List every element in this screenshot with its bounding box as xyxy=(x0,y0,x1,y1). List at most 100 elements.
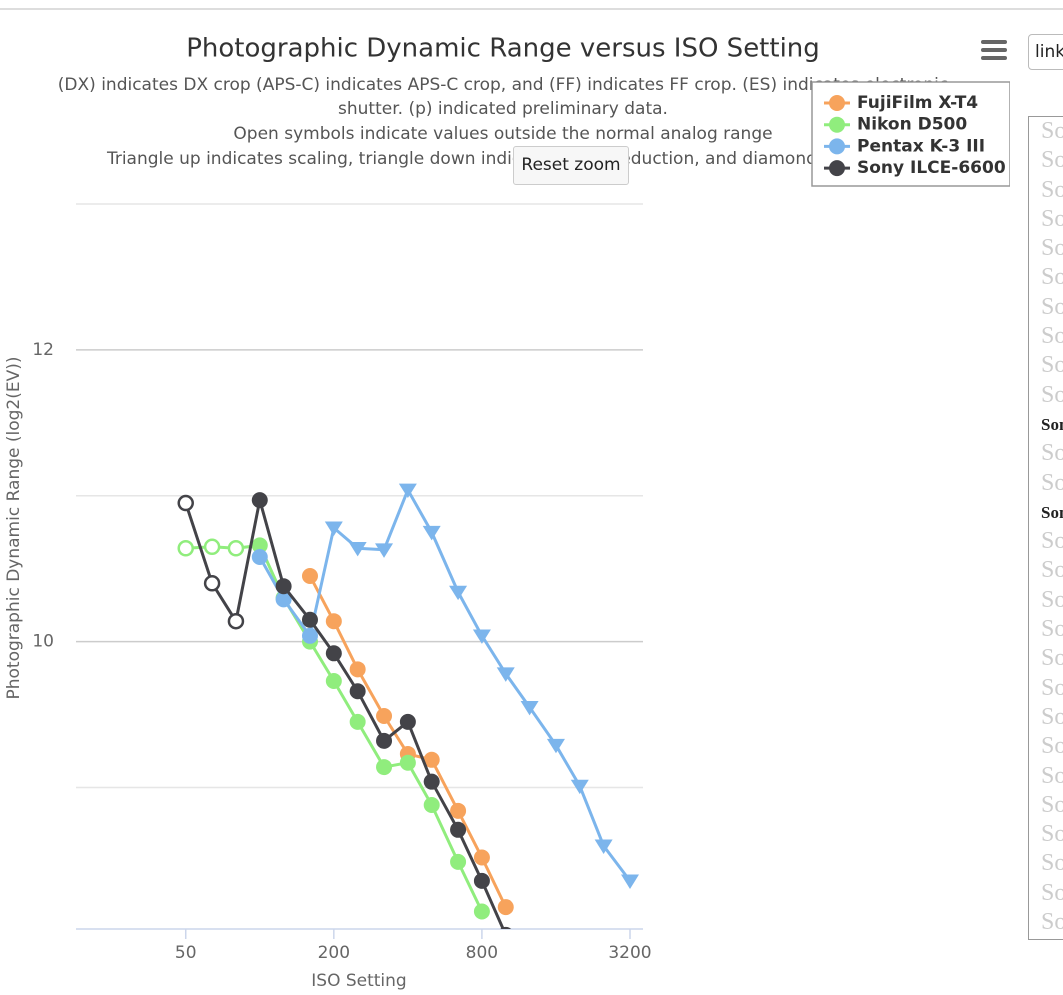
y-tick-label: 12 xyxy=(32,340,54,360)
data-point xyxy=(275,591,292,608)
data-point xyxy=(399,713,416,730)
series-line xyxy=(258,486,632,882)
data-point xyxy=(324,521,343,536)
list-item[interactable]: Sony xyxy=(1041,557,1063,584)
data-point xyxy=(375,543,394,558)
data-point xyxy=(473,872,490,889)
data-point xyxy=(251,492,268,509)
data-point xyxy=(594,839,613,854)
data-point xyxy=(497,899,514,916)
data-point xyxy=(227,612,245,630)
list-item[interactable]: Sony xyxy=(1041,791,1063,818)
list-item[interactable]: Sony xyxy=(1041,703,1063,730)
data-point xyxy=(301,567,318,584)
data-point xyxy=(473,903,490,920)
list-item[interactable]: Sony xyxy=(1041,293,1063,320)
y-axis-title: Photographic Dynamic Range (log2(EV)) xyxy=(4,356,24,699)
data-point xyxy=(450,821,467,838)
data-point xyxy=(349,683,366,700)
list-item[interactable]: Sony xyxy=(1029,937,1063,939)
data-point xyxy=(203,575,221,592)
data-point xyxy=(423,751,440,768)
chart: Photographic Dynamic Range versus ISO Se… xyxy=(4,34,1010,991)
list-item[interactable]: Sony xyxy=(1041,414,1063,434)
data-point xyxy=(325,673,342,690)
list-item[interactable]: Sony xyxy=(1041,205,1063,232)
data-point xyxy=(301,611,318,628)
legend-box xyxy=(811,81,1010,187)
legend-label: Pentax K-3 III xyxy=(857,136,985,156)
x-tick-label: 3200 xyxy=(608,943,651,963)
data-point xyxy=(376,708,393,725)
list-item[interactable]: Sony xyxy=(1041,352,1063,379)
chart-title: Photographic Dynamic Range versus ISO Se… xyxy=(186,34,820,64)
list-item[interactable]: Sony xyxy=(1041,235,1063,262)
list-item[interactable]: Sony xyxy=(1041,469,1063,496)
data-point xyxy=(251,549,268,566)
top-border xyxy=(0,8,1063,10)
list-item[interactable]: Sony xyxy=(1041,850,1063,877)
data-point xyxy=(450,853,467,870)
list-item[interactable]: Sony xyxy=(1041,645,1063,672)
data-point xyxy=(251,537,268,554)
list-item[interactable]: Sony xyxy=(1041,440,1063,467)
data-point xyxy=(348,541,367,557)
data-point xyxy=(473,849,490,866)
list-item[interactable]: Sony xyxy=(1041,147,1063,174)
data-point xyxy=(423,773,440,790)
reset-zoom-button[interactable]: Reset zoom xyxy=(513,146,629,185)
list-item[interactable]: Sony xyxy=(1041,502,1063,522)
legend-marker xyxy=(829,138,845,155)
x-tick-label: 800 xyxy=(466,943,498,963)
chart-subtitle: (DX) indicates DX crop (APS-C) indicates… xyxy=(58,75,948,95)
list-item[interactable]: Sony xyxy=(1041,118,1063,144)
list-item[interactable]: Sony xyxy=(1041,821,1063,848)
list-item[interactable]: Sony xyxy=(1041,674,1063,701)
list-item[interactable]: Sony xyxy=(1041,909,1063,936)
chart-subtitle: Open symbols indicate values outside the… xyxy=(233,124,772,144)
plot-area xyxy=(177,483,640,929)
list-item[interactable]: Sony xyxy=(1041,733,1063,760)
data-point xyxy=(570,779,589,795)
legend-label: Nikon D500 xyxy=(857,115,967,135)
x-axis-title: ISO Setting xyxy=(311,971,406,991)
list-item[interactable]: Sony xyxy=(1041,264,1063,291)
grid: 10 12 50 200 800 3200 xyxy=(32,203,652,963)
data-point xyxy=(398,483,417,499)
data-point xyxy=(496,667,515,682)
data-point xyxy=(275,578,292,595)
legend-label: FujiFilm X-T4 xyxy=(857,93,978,113)
y-tick-label: 10 xyxy=(32,632,54,652)
data-point xyxy=(472,629,491,644)
legend-label: Sony ILCE-6600 xyxy=(857,158,1006,178)
data-point xyxy=(449,585,468,601)
list-item[interactable]: Sony xyxy=(1041,616,1063,643)
data-point xyxy=(301,627,318,644)
data-point xyxy=(177,494,194,512)
list-item[interactable]: Sony xyxy=(1041,879,1063,906)
data-point xyxy=(546,738,565,754)
legend-marker xyxy=(829,160,845,177)
series-line xyxy=(185,543,484,913)
data-point xyxy=(500,926,512,929)
data-point xyxy=(325,645,342,662)
data-point xyxy=(376,759,393,776)
x-tick-label: 50 xyxy=(175,943,197,963)
list-item[interactable]: Sony xyxy=(1041,323,1063,350)
data-point xyxy=(520,700,539,716)
camera-list[interactable]: SonySonySonySonySonySonySonySonySonySony… xyxy=(1028,116,1063,940)
chart-subtitle: Triangle up indicates scaling, triangle … xyxy=(106,149,899,169)
chart-menu-button[interactable] xyxy=(981,40,1007,64)
list-item[interactable]: Sony xyxy=(1041,381,1063,408)
data-point xyxy=(325,613,342,630)
list-item[interactable]: Sony xyxy=(1041,586,1063,613)
link-input[interactable]: link xyxy=(1028,34,1063,70)
data-point xyxy=(349,661,366,678)
data-point xyxy=(422,525,441,541)
list-item[interactable]: Sony xyxy=(1041,176,1063,203)
list-item[interactable]: Sony xyxy=(1041,762,1063,789)
data-point xyxy=(349,713,366,730)
list-item[interactable]: Sony xyxy=(1041,528,1063,555)
data-point xyxy=(177,540,194,557)
